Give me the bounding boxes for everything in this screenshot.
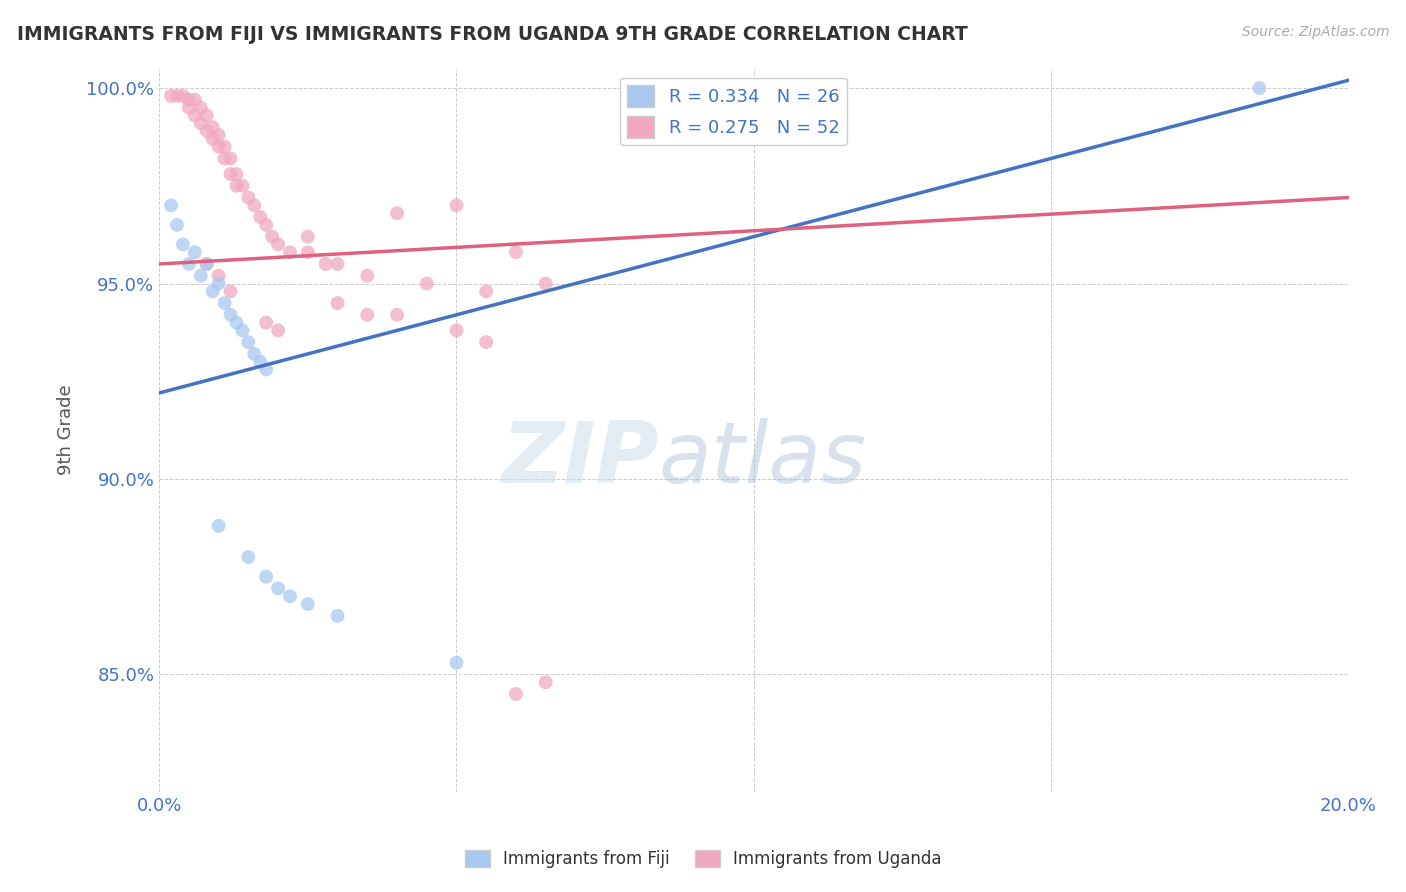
Point [297, 245, 319, 260]
Point [249, 210, 271, 224]
Point [172, 88, 194, 103]
Point [267, 237, 290, 252]
Point [219, 152, 242, 166]
Point [356, 308, 378, 322]
Point [160, 198, 183, 212]
Point [315, 257, 337, 271]
Point [326, 608, 349, 623]
Point [534, 675, 557, 690]
Point [190, 116, 212, 130]
Point [446, 198, 468, 212]
Point [219, 167, 242, 181]
Point [249, 354, 271, 368]
Point [385, 308, 408, 322]
Point [207, 277, 229, 291]
Point [254, 218, 277, 232]
Point [195, 108, 218, 122]
Point [238, 190, 260, 204]
Point [254, 570, 277, 584]
Text: IMMIGRANTS FROM FIJI VS IMMIGRANTS FROM UGANDA 9TH GRADE CORRELATION CHART: IMMIGRANTS FROM FIJI VS IMMIGRANTS FROM … [17, 25, 967, 44]
Point [225, 316, 247, 330]
Point [243, 347, 266, 361]
Point [416, 277, 439, 291]
Text: Source: ZipAtlas.com: Source: ZipAtlas.com [1241, 25, 1389, 39]
Point [262, 229, 284, 244]
Point [177, 93, 200, 107]
Point [219, 285, 242, 299]
Point [207, 139, 229, 153]
Point [195, 257, 218, 271]
Point [201, 132, 224, 146]
Point [278, 245, 301, 260]
Point [172, 237, 194, 252]
Point [184, 93, 207, 107]
Point [278, 589, 301, 603]
Point [356, 268, 378, 283]
Point [184, 108, 207, 122]
Point [190, 101, 212, 115]
Point [225, 167, 247, 181]
Text: atlas: atlas [658, 417, 866, 500]
Point [195, 257, 218, 271]
Point [219, 308, 242, 322]
Point [177, 101, 200, 115]
Point [267, 323, 290, 337]
Y-axis label: 9th Grade: 9th Grade [58, 384, 75, 475]
Point [160, 88, 183, 103]
Point [326, 296, 349, 310]
Point [195, 124, 218, 138]
Point [475, 335, 498, 350]
Point [201, 120, 224, 135]
Point [184, 245, 207, 260]
Point [214, 139, 236, 153]
Point [505, 245, 527, 260]
Point [190, 268, 212, 283]
Point [254, 362, 277, 376]
Point [254, 316, 277, 330]
Point [166, 88, 188, 103]
Legend: R = 0.334   N = 26, R = 0.275   N = 52: R = 0.334 N = 26, R = 0.275 N = 52 [620, 78, 846, 145]
Point [214, 152, 236, 166]
Point [238, 335, 260, 350]
Legend: Immigrants from Fiji, Immigrants from Uganda: Immigrants from Fiji, Immigrants from Ug… [458, 843, 948, 875]
Point [225, 178, 247, 193]
Point [385, 206, 408, 220]
Point [166, 218, 188, 232]
Point [207, 268, 229, 283]
Point [207, 128, 229, 142]
Point [297, 229, 319, 244]
Point [231, 178, 253, 193]
Point [231, 323, 253, 337]
Point [446, 656, 468, 670]
Point [201, 285, 224, 299]
Point [475, 285, 498, 299]
Text: ZIP: ZIP [501, 417, 658, 500]
Point [207, 519, 229, 533]
Point [505, 687, 527, 701]
Point [238, 550, 260, 565]
Point [1249, 81, 1271, 95]
Point [243, 198, 266, 212]
Point [534, 277, 557, 291]
Point [177, 257, 200, 271]
Point [214, 296, 236, 310]
Point [267, 582, 290, 596]
Point [326, 257, 349, 271]
Point [446, 323, 468, 337]
Point [297, 597, 319, 611]
